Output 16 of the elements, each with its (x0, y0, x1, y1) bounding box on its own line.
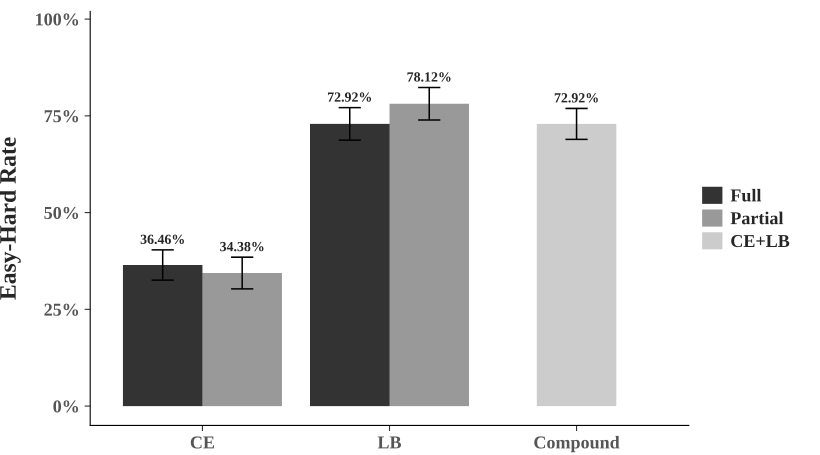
y-tick-label: 25% (44, 304, 78, 316)
data-label: 34.38% (220, 242, 264, 252)
y-tick-label: 0% (53, 400, 78, 413)
x-tick-label: Compound (534, 436, 620, 452)
x-tick-label: LB (378, 436, 402, 448)
data-label: 36.46% (140, 234, 184, 244)
y-tick-label: 50% (44, 206, 78, 220)
data-label: 72.92% (328, 92, 372, 102)
x-tick-label: CE (190, 436, 214, 449)
y-tick-label: 75% (44, 110, 78, 122)
data-label: 78.12% (407, 72, 451, 82)
data-label: 72.92% (554, 93, 598, 103)
legend-label: Partial (730, 212, 784, 224)
legend-label: CE+LB (731, 235, 790, 248)
legend-label: Full (730, 188, 762, 202)
y-tick-label: 100% (36, 13, 78, 26)
